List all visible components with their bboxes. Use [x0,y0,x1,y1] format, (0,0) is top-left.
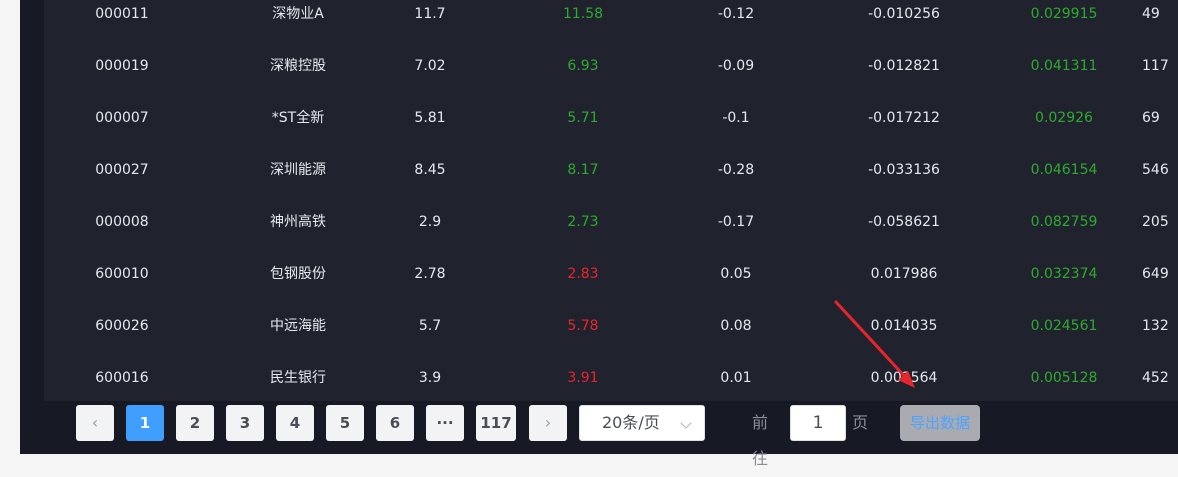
change-percent-cell: -0.010256 [868,6,940,22]
export-data-button[interactable]: 导出数据 [900,405,980,441]
table-row: 000027 深圳能源 8.45 8.17 -0.28 -0.033136 0.046154… [44,144,1178,196]
chevron-left-icon: ‹ [91,413,99,432]
table-row: 600026 中远海能 5.7 5.78 0.08 0.014035 0.024561 132 [44,300,1178,352]
stock-code-cell: 600010 [95,266,149,282]
amplitude-cell: 0.029915 [1030,6,1098,22]
change-percent-cell: 0.017986 [870,266,938,282]
stock-code-cell: 000027 [95,162,149,178]
change-percent-cell: -0.058621 [868,214,940,230]
page-button-1[interactable]: 1 [126,405,164,441]
price-change-cell: 0.05 [720,266,752,282]
volume-cell: 546 [1142,162,1169,178]
current-price-cell: 11.58 [562,6,604,22]
page-button-5[interactable]: 5 [326,405,364,441]
price-change-cell: 0.08 [720,318,752,334]
amplitude-cell: 0.082759 [1030,214,1098,230]
stock-name-cell: 深圳能源 [270,162,326,178]
open-price-cell: 3.9 [418,370,442,386]
current-price-cell: 6.93 [567,58,599,74]
current-price-cell: 3.91 [567,370,599,386]
amplitude-cell: 0.024561 [1030,318,1098,334]
price-change-cell: -0.28 [717,162,755,178]
open-price-cell: 5.7 [418,318,442,334]
page-button-117[interactable]: 117 [476,405,516,441]
chevron-right-icon: › [544,413,552,432]
change-percent-cell: 0.014035 [870,318,938,334]
stock-code-cell: 000011 [95,6,149,22]
prev-page-button[interactable]: ‹ [76,405,114,441]
amplitude-cell: 0.041311 [1030,58,1098,74]
change-percent-cell: -0.033136 [868,162,940,178]
stock-code-cell: 600026 [95,318,149,334]
page-button-4[interactable]: 4 [276,405,314,441]
open-price-cell: 2.78 [414,266,446,282]
open-price-cell: 11.7 [414,6,446,22]
amplitude-cell: 0.005128 [1030,370,1098,386]
goto-suffix: 页 [852,413,869,432]
annotation-arrow [834,300,915,388]
amplitude-cell: 0.046154 [1030,162,1098,178]
stock-table: 000011 深物业A 11.7 11.58 -0.12 -0.010256 0.02991… [44,0,1178,401]
current-price-cell: 2.83 [567,266,599,282]
table-row: 000019 深粮控股 7.02 6.93 -0.09 -0.012821 0.041311… [44,40,1178,92]
volume-cell: 49 [1142,6,1160,22]
volume-cell: 649 [1142,266,1169,282]
open-price-cell: 8.45 [414,162,446,178]
change-percent-cell: -0.017212 [868,110,940,126]
page-button-3[interactable]: 3 [226,405,264,441]
stock-name-cell: 深粮控股 [270,58,326,74]
page-size-select[interactable]: 20条/页 [579,405,705,441]
price-change-cell: -0.09 [717,58,755,74]
price-change-cell: -0.1 [722,110,750,126]
current-price-cell: 5.71 [567,110,599,126]
goto-page-input[interactable] [790,405,846,441]
open-price-cell: 5.81 [414,110,446,126]
volume-cell: 132 [1142,318,1169,334]
amplitude-cell: 0.02926 [1035,110,1093,126]
stock-name-cell: *ST全新 [271,110,325,126]
next-page-button[interactable]: › [529,405,567,441]
table-row: 000011 深物业A 11.7 11.58 -0.12 -0.010256 0.02991… [44,0,1178,40]
more-pages-button[interactable]: ··· [426,405,464,441]
stock-panel: 000011 深物业A 11.7 11.58 -0.12 -0.010256 0.02991… [20,0,1178,468]
volume-cell: 452 [1142,370,1169,386]
price-change-cell: 0.01 [720,370,752,386]
stock-name-cell: 中远海能 [270,318,326,334]
current-price-cell: 5.78 [567,318,599,334]
current-price-cell: 8.17 [567,162,599,178]
open-price-cell: 2.9 [418,214,442,230]
page-button-6[interactable]: 6 [376,405,414,441]
page-size-value: 20条/页 [602,413,660,432]
table-row: 000007 *ST全新 5.81 5.71 -0.1 -0.017212 0.02926 6… [44,92,1178,144]
stock-name-cell: 深物业A [272,6,324,22]
stock-name-cell: 民生银行 [270,370,326,386]
stock-code-cell: 600016 [95,370,149,386]
stock-name-cell: 包钢股份 [270,266,326,282]
change-percent-cell: -0.012821 [868,58,940,74]
current-price-cell: 2.73 [567,214,599,230]
stock-code-cell: 000019 [95,58,149,74]
volume-cell: 69 [1142,110,1160,126]
volume-cell: 205 [1142,214,1169,230]
table-row: 000008 神州高铁 2.9 2.73 -0.17 -0.058621 0.082759 2… [44,196,1178,248]
app-frame: 000011 深物业A 11.7 11.58 -0.12 -0.010256 0.02991… [20,0,1178,468]
amplitude-cell: 0.032374 [1030,266,1098,282]
price-change-cell: -0.12 [717,6,755,22]
table-row: 600010 包钢股份 2.78 2.83 0.05 0.017986 0.032374 64… [44,248,1178,300]
page-button-2[interactable]: 2 [176,405,214,441]
open-price-cell: 7.02 [414,58,446,74]
price-change-cell: -0.17 [717,214,755,230]
volume-cell: 117 [1142,58,1169,74]
stock-name-cell: 神州高铁 [270,214,326,230]
stock-code-cell: 000007 [95,110,149,126]
stock-code-cell: 000008 [95,214,149,230]
